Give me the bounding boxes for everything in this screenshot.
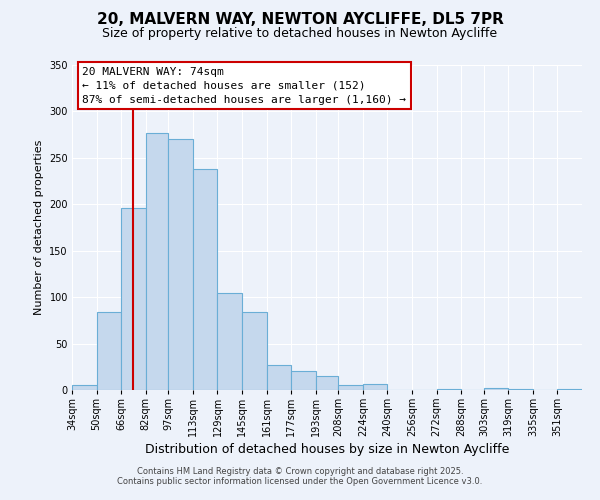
X-axis label: Distribution of detached houses by size in Newton Aycliffe: Distribution of detached houses by size … — [145, 444, 509, 456]
Bar — [242, 312, 266, 390]
Bar — [193, 169, 217, 390]
Text: 20 MALVERN WAY: 74sqm
← 11% of detached houses are smaller (152)
87% of semi-det: 20 MALVERN WAY: 74sqm ← 11% of detached … — [82, 66, 406, 104]
Text: Contains HM Land Registry data © Crown copyright and database right 2025.: Contains HM Land Registry data © Crown c… — [137, 467, 463, 476]
Bar — [338, 386, 363, 390]
Text: Contains public sector information licensed under the Open Government Licence v3: Contains public sector information licen… — [118, 477, 482, 486]
Bar — [146, 133, 169, 390]
Bar — [508, 389, 533, 390]
Bar — [316, 376, 338, 390]
Text: Size of property relative to detached houses in Newton Aycliffe: Size of property relative to detached ho… — [103, 28, 497, 40]
Bar — [121, 208, 146, 390]
Y-axis label: Number of detached properties: Number of detached properties — [34, 140, 44, 315]
Bar — [97, 312, 121, 390]
Bar — [72, 386, 97, 390]
Bar — [363, 384, 388, 390]
Bar — [266, 365, 291, 390]
Bar — [217, 294, 242, 390]
Bar — [557, 389, 582, 390]
Bar — [484, 388, 508, 390]
Bar — [291, 372, 316, 390]
Bar — [169, 140, 193, 390]
Bar — [437, 389, 461, 390]
Text: 20, MALVERN WAY, NEWTON AYCLIFFE, DL5 7PR: 20, MALVERN WAY, NEWTON AYCLIFFE, DL5 7P… — [97, 12, 503, 28]
